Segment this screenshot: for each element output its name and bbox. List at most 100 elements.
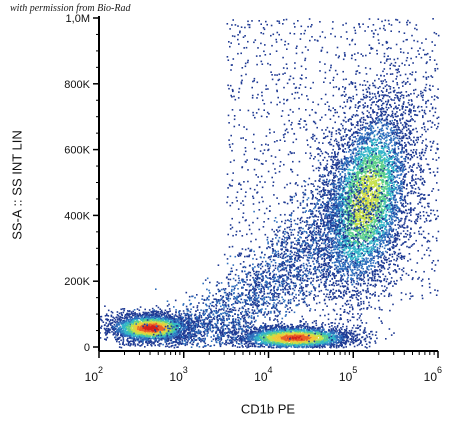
event-dot [132,322,134,324]
event-dot [344,329,346,331]
event-dot [321,324,323,326]
event-dot [158,311,160,313]
event-dot [152,308,154,310]
event-dot [300,331,302,333]
event-dot [159,329,161,331]
event-dot [147,344,149,346]
event-dot [277,321,279,323]
event-dot [104,305,106,307]
event-dot [111,316,113,318]
event-dot [245,335,247,337]
event-dot [128,342,130,344]
event-dot [309,326,311,328]
event-dot [385,338,387,340]
event-dot [178,320,180,322]
event-dot [186,322,188,324]
event-dot [132,344,134,346]
event-dot [161,332,163,334]
event-dot [165,322,167,324]
event-dot [336,332,338,334]
event-dot [123,337,125,339]
event-dot [291,346,293,348]
event-dot [299,341,301,343]
event-dot [136,337,138,339]
event-dot [119,313,121,315]
event-dot [258,334,260,336]
event-dot [256,335,258,337]
event-dot [292,337,294,339]
event-dot [315,346,317,348]
event-dot [375,334,377,336]
event-dot [261,342,263,344]
event-dot [123,310,125,312]
event-dot [122,336,124,338]
event-dot [162,329,164,331]
event-dot [254,326,256,328]
event-dot [253,339,255,341]
event-dot [115,326,117,328]
event-dot [119,346,121,348]
event-dot [389,328,391,330]
event-dot [116,323,118,325]
event-dot [343,347,345,349]
event-dot [139,324,141,326]
event-dot [124,344,126,346]
event-dot [119,319,121,321]
event-dot [149,309,151,311]
event-dot [325,333,327,335]
event-dot [162,319,164,321]
event-dot [365,331,367,333]
event-dot [172,345,174,347]
event-dot [170,323,172,325]
event-dot [370,338,372,340]
event-dot [128,323,130,325]
event-dot [365,346,367,348]
event-dot [139,313,141,315]
event-dot [170,346,172,348]
event-dot [127,338,129,340]
event-dot [142,316,144,318]
event-dot [127,332,129,334]
event-dot [369,333,371,335]
event-dot [147,343,149,345]
event-dot [270,327,272,329]
event-dot [296,340,298,342]
event-dot [369,346,371,348]
event-dot [129,326,131,328]
event-dot [106,318,108,320]
event-dot [360,342,362,344]
event-dot [303,334,305,336]
event-dot [281,344,283,346]
event-dot [265,344,267,346]
event-dot [254,346,256,348]
event-dot [167,316,169,318]
event-dot [265,329,267,331]
event-dot [152,319,154,321]
event-dot [284,323,286,325]
event-dot [270,339,272,341]
event-dot [152,327,154,329]
event-dot [105,339,107,341]
event-dot [286,333,288,335]
event-dot [190,324,192,326]
event-dot [250,341,252,343]
event-dot [323,329,325,331]
event-dot [301,339,303,341]
event-dot [122,321,124,323]
event-dot [276,332,278,334]
event-dot [121,314,123,316]
event-dot [298,335,300,337]
event-dot [143,312,145,314]
event-dot [262,346,264,348]
event-dot [268,331,270,333]
event-dot [116,341,118,343]
event-dot [157,330,159,332]
event-dot [338,336,340,338]
event-dot [303,329,305,331]
event-dot [120,327,122,329]
event-dot [265,333,267,335]
event-dot [340,327,342,329]
event-dot [124,318,126,320]
event-dot [343,342,345,344]
